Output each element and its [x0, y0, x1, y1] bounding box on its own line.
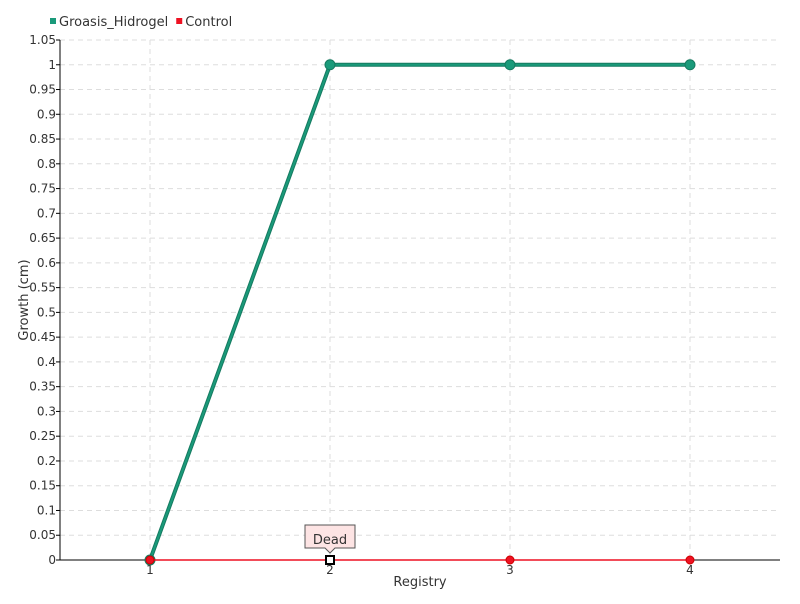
y-tick-label: 0.15 — [29, 479, 56, 493]
y-tick-label: 0.7 — [37, 206, 56, 220]
y-tick-label: 0.3 — [37, 404, 56, 418]
x-tick-label: 4 — [686, 563, 694, 577]
legend-swatch — [50, 18, 56, 24]
legend-label: Groasis_Hidrogel — [59, 15, 168, 30]
y-tick-label: 0.1 — [37, 503, 56, 517]
data-point — [505, 555, 515, 565]
y-tick-label: 0.25 — [29, 429, 56, 443]
x-tick-label: 3 — [506, 563, 514, 577]
tooltip-box — [304, 524, 356, 554]
data-point — [684, 59, 696, 71]
tooltip-text: Dead — [313, 533, 347, 548]
y-axis-label: Growth (cm) — [17, 259, 32, 340]
y-tick-label: 0.05 — [29, 528, 56, 542]
series-line — [149, 63, 690, 561]
y-tick-label: 0 — [48, 553, 56, 567]
y-tick-label: 0.6 — [37, 256, 56, 270]
y-tick-label: 1 — [48, 58, 56, 72]
y-tick-label: 0.8 — [37, 157, 56, 171]
y-tick-label: 0.65 — [29, 231, 56, 245]
y-tick-label: 0.2 — [37, 454, 56, 468]
grid — [60, 39, 780, 560]
legend: Groasis_Hidrogel Control — [50, 15, 232, 30]
series-Control — [145, 555, 695, 565]
series: Dead — [144, 59, 696, 566]
y-tick-label: 0.4 — [37, 355, 56, 369]
y-tick-label: 0.5 — [37, 305, 56, 319]
x-axis-label: Registry — [393, 575, 447, 590]
y-tick-label: 0.9 — [37, 107, 56, 121]
annotation-tooltip: Dead — [304, 524, 356, 565]
y-tick-label: 1.05 — [29, 33, 56, 47]
x-tick-label: 2 — [326, 563, 334, 577]
data-point — [685, 555, 695, 565]
series-Groasis_Hidrogel — [144, 59, 696, 566]
y-tick-label: 0.45 — [29, 330, 56, 344]
y-tick-label: 0.95 — [29, 83, 56, 97]
y-tick-label: 0.35 — [29, 380, 56, 394]
legend-label: Control — [185, 15, 232, 30]
y-tick-label: 0.75 — [29, 182, 56, 196]
data-point — [504, 59, 516, 71]
x-tick-label: 1 — [146, 563, 154, 577]
legend-swatch — [176, 18, 183, 24]
y-tick-label: 0.55 — [29, 281, 56, 295]
data-point — [324, 59, 336, 71]
annotation-marker — [325, 555, 335, 565]
y-tick-label: 0.85 — [29, 132, 56, 146]
data-point — [145, 555, 155, 565]
